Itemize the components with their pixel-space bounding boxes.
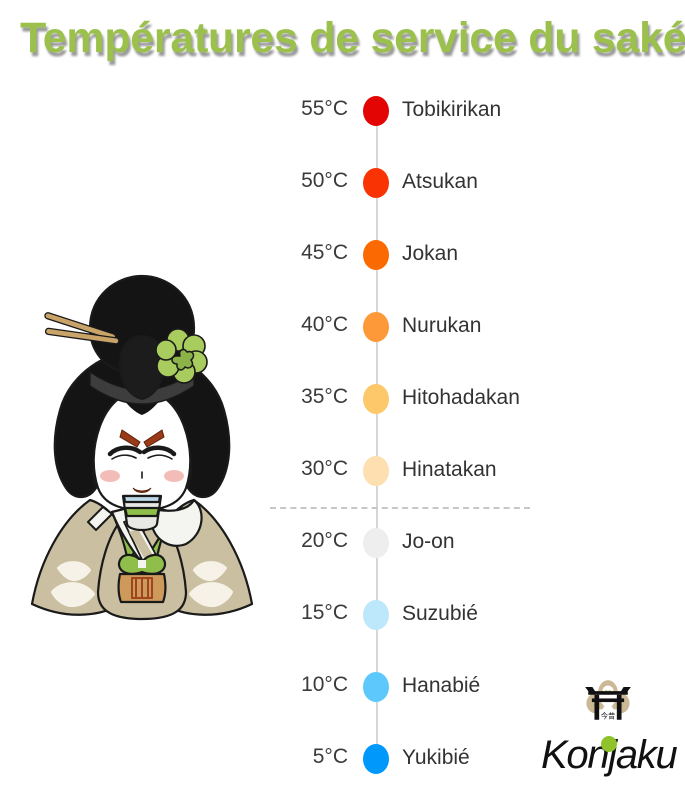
svg-text:今昔: 今昔 (601, 712, 616, 721)
